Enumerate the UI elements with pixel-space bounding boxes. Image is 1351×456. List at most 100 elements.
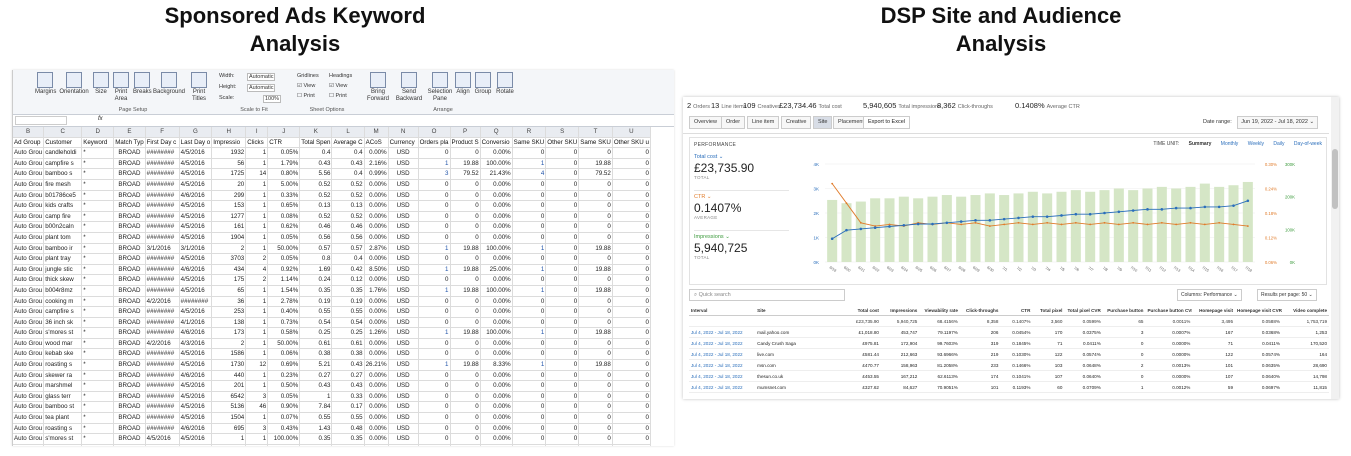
column-header[interactable]: Purchase button CVR: [1145, 305, 1193, 316]
cell[interactable]: 0.55: [299, 306, 333, 318]
cell[interactable]: 0: [545, 253, 580, 265]
cell[interactable]: 0.54: [331, 317, 365, 329]
cell[interactable]: 0: [545, 370, 580, 382]
cell[interactable]: 4/6/2016: [179, 423, 213, 435]
cell[interactable]: Auto Grou: [13, 221, 45, 233]
cell[interactable]: 0.00%: [364, 200, 389, 212]
cell[interactable]: 0: [418, 274, 451, 286]
cell[interactable]: 1.76%: [364, 285, 389, 297]
cell[interactable]: 0.00%: [480, 147, 513, 159]
cell[interactable]: 0: [612, 338, 651, 350]
cell[interactable]: 0.61: [299, 338, 333, 350]
cell[interactable]: marshmel: [43, 380, 83, 392]
cell[interactable]: *: [81, 296, 115, 308]
cell[interactable]: 0.00%: [364, 179, 389, 191]
cell[interactable]: 2: [245, 253, 269, 265]
column-header[interactable]: Product S: [450, 137, 481, 149]
cell[interactable]: Auto Grou: [13, 253, 45, 265]
cell[interactable]: ########: [145, 147, 180, 159]
cell[interactable]: 0: [612, 444, 651, 446]
cell[interactable]: 1904: [211, 232, 247, 244]
cell[interactable]: *: [81, 179, 115, 191]
cell[interactable]: Auto Grou: [13, 296, 45, 308]
column-letter[interactable]: L: [331, 127, 365, 138]
cell[interactable]: 1: [245, 221, 269, 233]
cell[interactable]: 0.05%: [267, 253, 301, 265]
cell[interactable]: 0: [512, 444, 547, 446]
column-header[interactable]: Average C: [331, 137, 365, 149]
cell[interactable]: 0.52: [331, 211, 365, 223]
cell[interactable]: 0: [612, 348, 651, 361]
cell[interactable]: 3: [245, 391, 269, 403]
column-header[interactable]: Other SKU: [545, 137, 580, 149]
cell[interactable]: 4/2/2016: [145, 338, 180, 350]
cell[interactable]: 0.00%: [480, 423, 513, 435]
cell[interactable]: 0: [545, 327, 580, 339]
cell[interactable]: 0: [612, 327, 651, 339]
cell[interactable]: 0: [450, 274, 481, 286]
cell[interactable]: 4/6/2016: [179, 370, 213, 382]
cell[interactable]: 1: [418, 359, 451, 371]
cell[interactable]: BROAD: [113, 221, 146, 233]
cell[interactable]: 4/5/2016: [179, 348, 213, 361]
cell[interactable]: 0: [418, 296, 451, 308]
cell[interactable]: 1736: [211, 444, 247, 446]
cell[interactable]: USD: [388, 147, 419, 159]
cell[interactable]: 26.21%: [364, 359, 389, 371]
cell[interactable]: *: [81, 359, 115, 371]
cell[interactable]: BROAD: [113, 253, 146, 265]
cell[interactable]: 0: [545, 391, 580, 403]
cell[interactable]: 8.50%: [364, 264, 389, 276]
cell[interactable]: 0: [612, 423, 651, 435]
column-header[interactable]: Clicks: [245, 137, 269, 149]
cell[interactable]: 0: [578, 179, 613, 191]
cell[interactable]: 0: [512, 433, 547, 445]
cell[interactable]: 0: [512, 401, 547, 414]
cell[interactable]: 1504: [211, 412, 247, 424]
formula-bar[interactable]: fx: [13, 115, 674, 127]
cell[interactable]: 0: [545, 423, 580, 435]
cell[interactable]: 1: [512, 264, 547, 276]
cell[interactable]: 0: [545, 359, 580, 371]
cell[interactable]: candleholdi: [43, 147, 83, 159]
cell[interactable]: 0: [612, 158, 651, 170]
cell[interactable]: 4/6/2016: [179, 264, 213, 276]
column-letter[interactable]: U: [612, 127, 651, 138]
cell[interactable]: 1: [245, 211, 269, 223]
column-header[interactable]: Impressions: [880, 305, 920, 316]
cell[interactable]: 1: [245, 306, 269, 318]
cell[interactable]: 5.00%: [267, 179, 301, 191]
cell[interactable]: Auto Grou: [13, 433, 45, 445]
cell[interactable]: 0.00%: [364, 391, 389, 403]
cell[interactable]: 1: [299, 391, 333, 403]
cell[interactable]: bamboo ir: [43, 243, 83, 255]
cell[interactable]: 4/5/2016: [179, 179, 213, 191]
cell[interactable]: 0: [545, 338, 580, 350]
cell[interactable]: thick skew: [43, 274, 83, 286]
cell[interactable]: 1.18: [299, 444, 333, 446]
cell[interactable]: 4/5/2016: [179, 401, 213, 414]
cell[interactable]: 4/6/2016: [179, 327, 213, 339]
cell[interactable]: *: [81, 211, 115, 223]
column-header[interactable]: Same SKU: [512, 137, 547, 149]
cell[interactable]: 0.35: [299, 285, 333, 297]
cell[interactable]: BROAD: [113, 423, 146, 435]
cell[interactable]: 0: [418, 444, 451, 446]
cell[interactable]: 0.46: [331, 221, 365, 233]
cell[interactable]: 0: [578, 423, 613, 435]
cell[interactable]: BROAD: [113, 306, 146, 318]
background-button[interactable]: Background: [153, 72, 185, 96]
cell[interactable]: BROAD: [113, 296, 146, 308]
cell[interactable]: jungle stic: [43, 264, 83, 276]
cell[interactable]: 0: [578, 348, 613, 361]
cell[interactable]: BROAD: [113, 211, 146, 223]
cell[interactable]: Candy Crush Saga: [755, 337, 843, 349]
cell[interactable]: 0.52: [331, 179, 365, 191]
cell[interactable]: 0: [612, 264, 651, 276]
cell[interactable]: 79.52: [578, 168, 613, 180]
cell[interactable]: 440: [211, 370, 247, 382]
cell[interactable]: 0.43: [299, 158, 333, 170]
cell[interactable]: 0.56: [299, 232, 333, 244]
cell[interactable]: *: [81, 274, 115, 286]
cell[interactable]: 2: [245, 274, 269, 286]
